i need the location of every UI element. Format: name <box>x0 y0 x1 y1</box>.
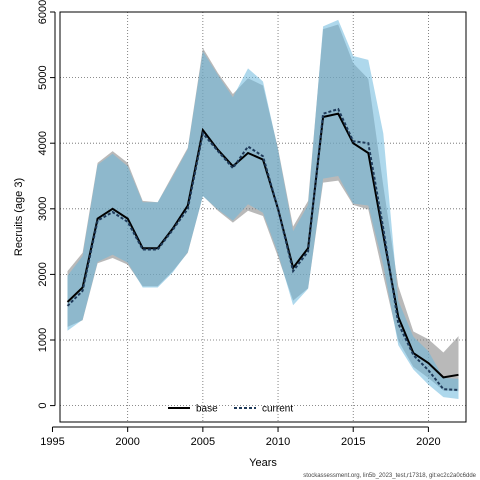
x-tick-label: 2015 <box>341 436 365 448</box>
x-tick-label: 1995 <box>40 436 64 448</box>
y-tick-label: 5000 <box>37 65 49 89</box>
plot-frame <box>59 11 467 423</box>
confidence-bands <box>67 19 459 400</box>
legend-label-base: base <box>196 404 218 415</box>
x-tick-label: 2020 <box>416 436 440 448</box>
y-tick-label: 6000 <box>37 0 49 24</box>
y-tick-label: 0 <box>37 403 49 409</box>
x-axis: 1995 2000 2005 2010 2015 2020 <box>40 426 441 448</box>
series-lines <box>66 107 459 391</box>
caption: stockassessment.org, lin5b_2023_test,r17… <box>303 473 476 479</box>
line-current <box>66 107 459 391</box>
x-tick-label: 2005 <box>191 436 215 448</box>
band-current <box>67 19 459 400</box>
y-tick-label: 1000 <box>37 328 49 352</box>
y-axis: 0 1000 2000 3000 4000 5000 6000 <box>37 0 56 409</box>
y-tick-label: 2000 <box>37 262 49 286</box>
y-axis-title: Recruits (age 3) <box>13 178 25 256</box>
legend-label-current: current <box>262 404 293 415</box>
y-tick-label: 3000 <box>37 197 49 221</box>
x-tick-label: 2000 <box>115 436 139 448</box>
legend: base current <box>168 404 293 415</box>
x-axis-title: Years <box>249 457 277 469</box>
y-tick-label: 4000 <box>37 131 49 155</box>
x-tick-label: 2010 <box>266 436 290 448</box>
